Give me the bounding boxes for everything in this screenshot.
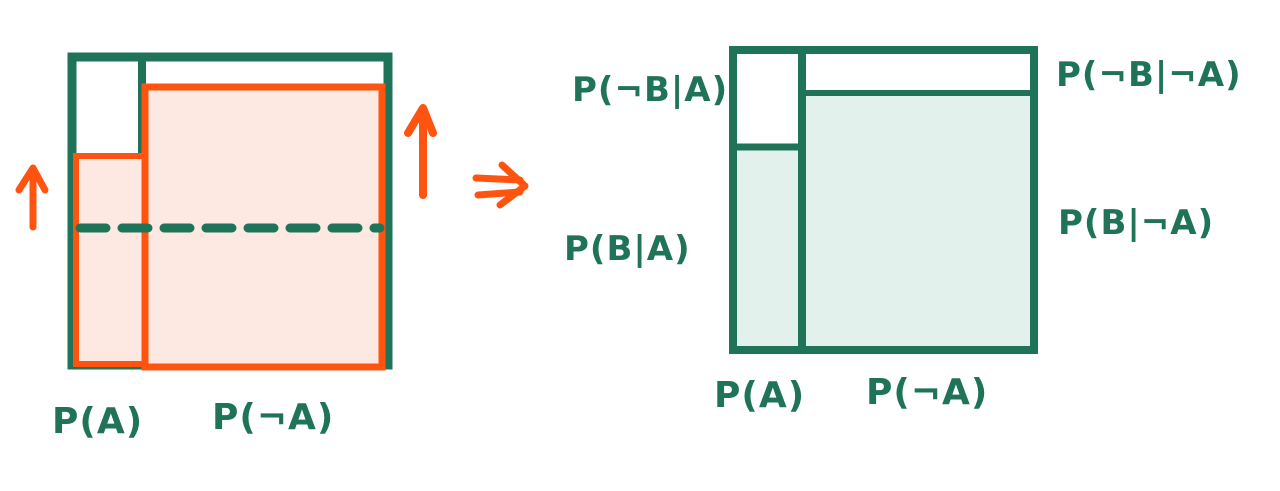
label-p-not-a-right: P(¬A) bbox=[866, 372, 989, 413]
left-orange-rect-a bbox=[73, 153, 148, 367]
label-p-not-b-given-a: P(¬B|A) bbox=[572, 70, 729, 110]
label-p-a-left: P(A) bbox=[52, 401, 144, 442]
double-right-arrow-icon bbox=[472, 161, 529, 209]
right-diagram bbox=[729, 46, 1038, 354]
label-p-not-b-given-not-a: P(¬B|¬A) bbox=[1056, 55, 1242, 95]
label-p-a-right: P(A) bbox=[714, 375, 806, 416]
up-arrow-icon bbox=[15, 164, 49, 231]
right-fill-b-given-a bbox=[733, 148, 801, 350]
label-p-b-given-not-a: P(B|¬A) bbox=[1058, 203, 1215, 243]
label-p-not-a-left: P(¬A) bbox=[212, 397, 335, 438]
left-diagram bbox=[15, 52, 437, 371]
up-arrow-icon bbox=[404, 104, 437, 199]
right-fill-b-given-nota bbox=[803, 94, 1034, 350]
label-p-b-given-a: P(B|A) bbox=[564, 229, 691, 269]
right-outer-square bbox=[729, 46, 1038, 354]
